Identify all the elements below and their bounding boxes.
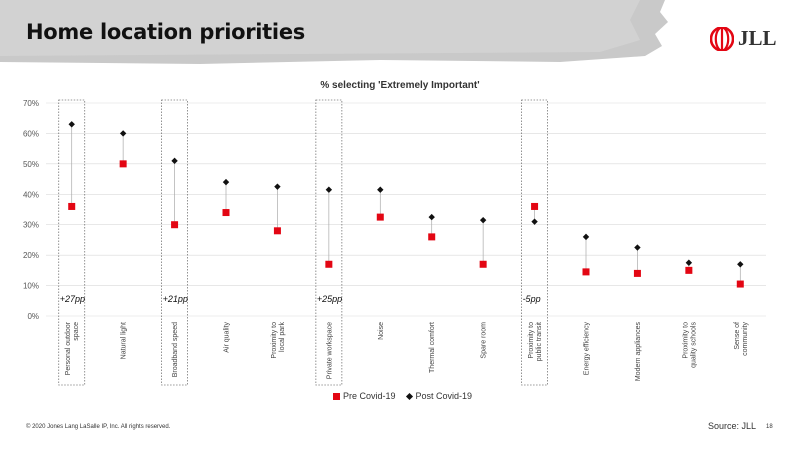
x-tick-label-line: space — [73, 322, 80, 341]
legend-label-pre: Pre Covid-19 — [343, 391, 396, 401]
pre-covid-point — [273, 227, 281, 235]
x-tick-label-line: Modern appliances — [635, 322, 642, 382]
post-covid-point — [119, 130, 127, 137]
highlight-box — [521, 99, 548, 386]
post-covid-point — [634, 244, 641, 251]
pre-covid-point — [119, 160, 127, 168]
x-tick-label: Spare room — [481, 322, 488, 359]
x-tick-label-line: Broadband speed — [172, 322, 179, 377]
y-tick-label: 20% — [23, 251, 39, 260]
source-text: Source: JLL — [708, 421, 757, 431]
page-title: Home location priorities — [26, 20, 305, 44]
x-tick-label-line: Private workspace — [326, 322, 333, 379]
x-tick-label: Proximity topublic transit — [528, 322, 543, 361]
post-covid-point — [377, 186, 384, 193]
post-covid-point — [325, 186, 333, 193]
x-tick-label-line: Natural light — [121, 322, 128, 359]
chart-legend: Pre Covid-19 Post Covid-19 — [333, 391, 472, 401]
highlight-box — [315, 99, 343, 386]
post-covid-point — [222, 178, 230, 186]
x-tick-label-line: Sense of — [734, 322, 741, 350]
post-covid-point — [274, 183, 281, 190]
change-label: -5pp — [523, 294, 541, 304]
y-tick-label: 60% — [23, 129, 39, 138]
square-marker-icon — [333, 392, 340, 400]
highlight-box — [58, 99, 86, 386]
y-tick-label: 50% — [23, 160, 39, 169]
y-tick-label: 10% — [23, 282, 39, 291]
pre-covid-point — [685, 266, 693, 274]
post-covid-point — [737, 261, 744, 268]
post-covid-point — [685, 259, 693, 266]
x-tick-label-line: community — [742, 322, 749, 356]
x-tick-label-line: Personal outdoor — [65, 321, 72, 375]
jll-logo-text: JLL — [738, 26, 777, 50]
pre-covid-point — [68, 202, 76, 210]
legend-label-post: Post Covid-19 — [415, 391, 473, 401]
x-tick-label: Modern appliances — [635, 322, 642, 382]
x-tick-label-line: local park — [279, 322, 286, 352]
x-tick-label: Air quality — [224, 322, 231, 353]
x-tick-label-line: quality schools — [690, 322, 697, 368]
pre-covid-point — [222, 209, 230, 217]
y-tick-label: 0% — [27, 312, 39, 321]
pre-covid-point — [171, 221, 179, 229]
x-tick-label: Natural light — [121, 322, 128, 359]
change-label: +27pp — [60, 294, 85, 304]
legend-item-post: Post Covid-19 — [405, 391, 473, 401]
x-tick-label-line: Proximity to — [271, 322, 278, 359]
x-tick-label-line: Noise — [378, 322, 385, 340]
diamond-marker-icon — [405, 392, 413, 400]
pre-covid-point — [531, 202, 539, 210]
pre-covid-point — [582, 268, 590, 276]
change-label: +25pp — [317, 294, 342, 304]
x-tick-label-line: Thermal comfort — [429, 322, 436, 373]
legend-item-pre: Pre Covid-19 — [333, 391, 396, 401]
highlight-box — [161, 99, 188, 386]
pre-covid-point — [325, 260, 333, 268]
x-tick-label: Noise — [378, 322, 385, 340]
post-covid-point — [531, 218, 538, 225]
header-brush-band — [0, 0, 668, 64]
post-covid-point — [428, 213, 435, 221]
chart-title: % selecting 'Extremely Important' — [320, 80, 480, 91]
x-tick-label-line: Proximity to — [528, 322, 535, 359]
copyright-text: © 2020 Jones Lang LaSalle IP, Inc. All r… — [26, 424, 171, 430]
pre-covid-point — [736, 280, 744, 288]
post-covid-point — [582, 233, 590, 241]
jll-logo: JLL — [710, 26, 777, 51]
page-number: 18 — [766, 424, 773, 430]
x-tick-label-line: Proximity to — [682, 322, 689, 359]
x-tick-label: Proximity tolocal park — [271, 322, 286, 359]
change-label: +21pp — [163, 294, 188, 304]
x-tick-label: Private workspace — [326, 322, 333, 379]
pre-covid-point — [428, 233, 436, 241]
post-covid-point — [171, 157, 178, 165]
x-tick-label: Proximity toquality schools — [682, 322, 697, 368]
x-tick-label-line: Spare room — [481, 322, 488, 359]
x-tick-label-line: Air quality — [224, 322, 231, 353]
pre-covid-point — [376, 213, 384, 221]
y-tick-label: 70% — [23, 99, 39, 108]
x-tick-label: Broadband speed — [172, 322, 179, 377]
y-tick-label: 30% — [23, 221, 39, 230]
x-tick-label: Thermal comfort — [429, 322, 436, 373]
jll-logo-mark-icon — [710, 26, 734, 51]
x-tick-label: Personal outdoorspace — [65, 321, 80, 375]
x-tick-label: Sense ofcommunity — [734, 322, 749, 356]
pre-covid-point — [479, 260, 487, 268]
x-tick-label-line: public transit — [536, 322, 543, 361]
post-covid-point — [68, 121, 75, 128]
x-tick-label-line: Energy efficiency — [584, 322, 591, 376]
post-covid-point — [479, 216, 487, 224]
y-tick-label: 40% — [23, 190, 39, 199]
x-tick-label: Energy efficiency — [584, 322, 591, 376]
pre-covid-point — [633, 269, 641, 277]
